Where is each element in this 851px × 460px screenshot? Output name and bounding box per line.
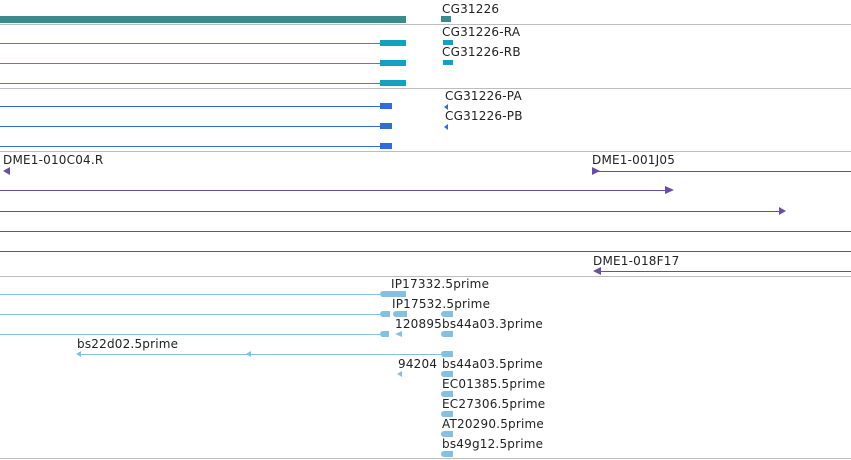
est-block[interactable] <box>441 411 453 417</box>
protein-line <box>0 146 380 147</box>
est-arrow-icon[interactable] <box>76 351 81 357</box>
protein-line <box>0 126 380 127</box>
est-block[interactable] <box>441 451 453 457</box>
transcript-label-rb: CG31226-RB <box>442 45 521 59</box>
est-label-at20290: AT20290.5prime <box>442 417 544 431</box>
clone-line[interactable] <box>0 190 666 191</box>
transcript-intron-line <box>0 43 380 44</box>
gene-feature-cg31226[interactable] <box>441 16 451 22</box>
est-label-bs22d02: bs22d02.5prime <box>77 337 179 351</box>
clone-line[interactable] <box>600 271 851 272</box>
est-label-ec27306: EC27306.5prime <box>442 397 546 411</box>
protein-block[interactable] <box>380 103 392 109</box>
clone-arrow-left-icon[interactable] <box>593 267 601 275</box>
track-separator <box>0 88 851 89</box>
transcript-intron-line <box>0 63 380 64</box>
est-block[interactable] <box>393 311 407 317</box>
est-label-120895: 120895 <box>395 317 443 331</box>
est-block[interactable] <box>441 431 453 437</box>
protein-block[interactable] <box>380 123 392 129</box>
track-separator <box>0 276 851 277</box>
est-block[interactable] <box>380 291 406 297</box>
transcript-intron-line <box>0 83 380 84</box>
est-label-ec01385: EC01385.5prime <box>442 377 546 391</box>
transcript-label-ra: CG31226-RA <box>442 25 521 39</box>
transcript-exon-rb[interactable] <box>443 60 453 65</box>
transcript-exon[interactable] <box>380 80 406 86</box>
protein-block[interactable] <box>380 143 392 149</box>
clone-start-marker-icon[interactable] <box>592 167 600 175</box>
est-block[interactable] <box>441 311 453 317</box>
est-label-94204: 94204 <box>398 357 438 371</box>
gene-label: CG31226 <box>442 2 500 16</box>
est-label-bs44a03-5prime: bs44a03.5prime <box>442 357 543 371</box>
track-separator <box>0 458 851 459</box>
clone-arrow-right-icon[interactable] <box>779 207 786 215</box>
track-separator <box>0 24 851 25</box>
protein-pa-arrow-icon[interactable] <box>444 104 448 110</box>
est-line <box>80 354 444 355</box>
gene-feature-cg31226-span[interactable] <box>0 16 406 23</box>
transcript-exon-ra[interactable] <box>443 40 453 45</box>
est-block[interactable] <box>380 311 390 317</box>
protein-line <box>0 106 380 107</box>
est-block[interactable] <box>380 331 389 337</box>
clone-arrow-left-icon[interactable] <box>3 167 10 175</box>
clone-label-018f17: DME1-018F17 <box>593 254 680 268</box>
est-block[interactable] <box>441 331 453 337</box>
est-block[interactable] <box>441 371 453 377</box>
est-block[interactable] <box>441 391 453 397</box>
protein-label-pa: CG31226-PA <box>445 89 522 103</box>
est-label-bs44a03-3prime: bs44a03.3prime <box>442 317 543 331</box>
clone-line[interactable] <box>0 211 780 212</box>
clone-line[interactable] <box>0 231 851 232</box>
clone-arrow-right-icon[interactable] <box>665 186 674 194</box>
est-line <box>0 314 380 315</box>
protein-label-pb: CG31226-PB <box>445 109 523 123</box>
est-label-bs49g12: bs49g12.5prime <box>442 437 544 451</box>
est-arrow-icon[interactable] <box>246 351 251 357</box>
est-arrow-icon[interactable] <box>395 331 402 337</box>
est-line <box>0 334 380 335</box>
clone-label-001j05: DME1-001J05 <box>592 153 676 167</box>
clone-line[interactable] <box>0 251 851 252</box>
track-separator <box>0 151 851 152</box>
est-label-ip17332: IP17332.5prime <box>391 277 490 291</box>
est-label-ip17532: IP17532.5prime <box>392 297 491 311</box>
clone-label-010c04: DME1-010C04.R <box>3 153 104 167</box>
est-arrow-icon[interactable] <box>397 371 402 377</box>
est-line <box>0 294 380 295</box>
transcript-exon[interactable] <box>380 40 406 46</box>
transcript-exon[interactable] <box>380 60 406 66</box>
protein-pb-arrow-icon[interactable] <box>444 124 448 130</box>
est-block[interactable] <box>441 351 453 357</box>
clone-line[interactable] <box>598 171 851 172</box>
